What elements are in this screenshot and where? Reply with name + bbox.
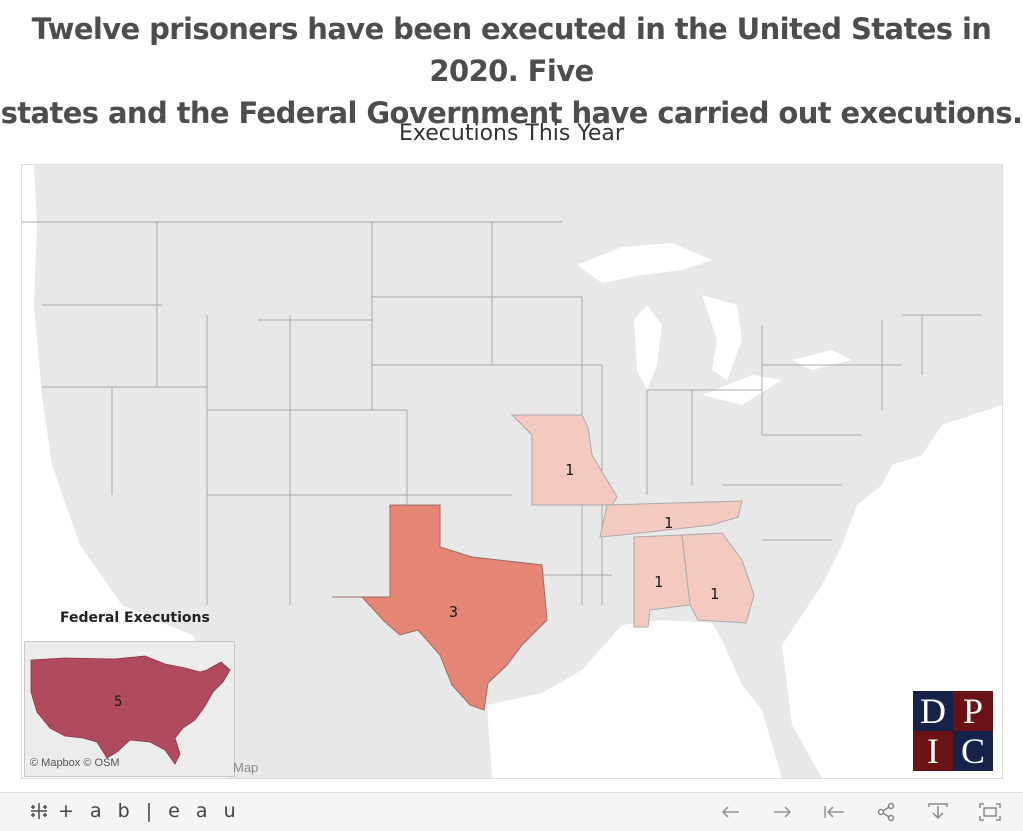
download-button[interactable] [924, 799, 952, 825]
federal-count-label: 5 [114, 694, 122, 710]
atlantic-ocean [782, 405, 1002, 778]
us-map-svg: 1 1 1 1 3 [22, 165, 1002, 778]
tableau-logo-icon [31, 803, 47, 819]
dpic-logo: D P I C [913, 691, 993, 771]
tableau-toolbar: + a b | e a u [0, 792, 1023, 831]
map-attribution[interactable]: © Mapbox © OSM [30, 757, 120, 769]
federal-inset-svg: 5 [30, 655, 231, 765]
federal-us-shape[interactable] [30, 655, 231, 765]
federal-inset-map[interactable]: 5 [24, 641, 235, 777]
logo-letter-d: D [913, 691, 953, 731]
executions-map[interactable]: 1 1 1 1 3 [21, 164, 1003, 779]
state-texas[interactable] [332, 504, 548, 711]
federal-executions-title: Federal Executions [60, 610, 210, 626]
revert-button[interactable] [820, 799, 848, 825]
logo-letter-i: I [913, 731, 953, 771]
logo-letter-c: C [953, 731, 993, 771]
headline: Twelve prisoners have been executed in t… [0, 8, 1023, 134]
state-missouri[interactable] [510, 414, 618, 506]
redo-icon [774, 806, 792, 818]
tableau-brand[interactable]: + a b | e a u [28, 800, 241, 822]
state-georgia[interactable] [681, 532, 755, 624]
download-icon [928, 803, 948, 820]
pacific-ocean [22, 165, 227, 778]
undo-icon [721, 806, 739, 818]
tableau-wordmark: + a b | e a u [58, 800, 241, 822]
lake-superior [577, 243, 712, 283]
state-tennessee[interactable] [599, 500, 743, 538]
gulf-of-mexico [487, 620, 782, 778]
lake-michigan [634, 305, 662, 390]
texas-label: 3 [449, 603, 458, 621]
state-borders [22, 221, 982, 605]
fullscreen-button[interactable] [976, 799, 1004, 825]
share-button[interactable] [872, 799, 900, 825]
florida-peninsula [722, 595, 777, 655]
redo-button[interactable] [768, 799, 796, 825]
tennessee-label: 1 [664, 514, 673, 532]
alabama-label: 1 [654, 573, 663, 591]
share-icon [877, 802, 895, 822]
revert-icon [824, 806, 844, 818]
lake-huron [702, 295, 742, 380]
headline-line-1: Twelve prisoners have been executed in t… [31, 12, 992, 88]
fullscreen-icon [979, 803, 1001, 821]
undo-button[interactable] [717, 799, 745, 825]
headline-line-2: states and the Federal Government have c… [0, 96, 1023, 130]
logo-letter-p: P [953, 691, 993, 731]
map-title: Executions This Year [399, 121, 624, 146]
map-ghost-text: Map [233, 760, 259, 775]
georgia-label: 1 [710, 585, 719, 603]
missouri-label: 1 [565, 461, 574, 479]
